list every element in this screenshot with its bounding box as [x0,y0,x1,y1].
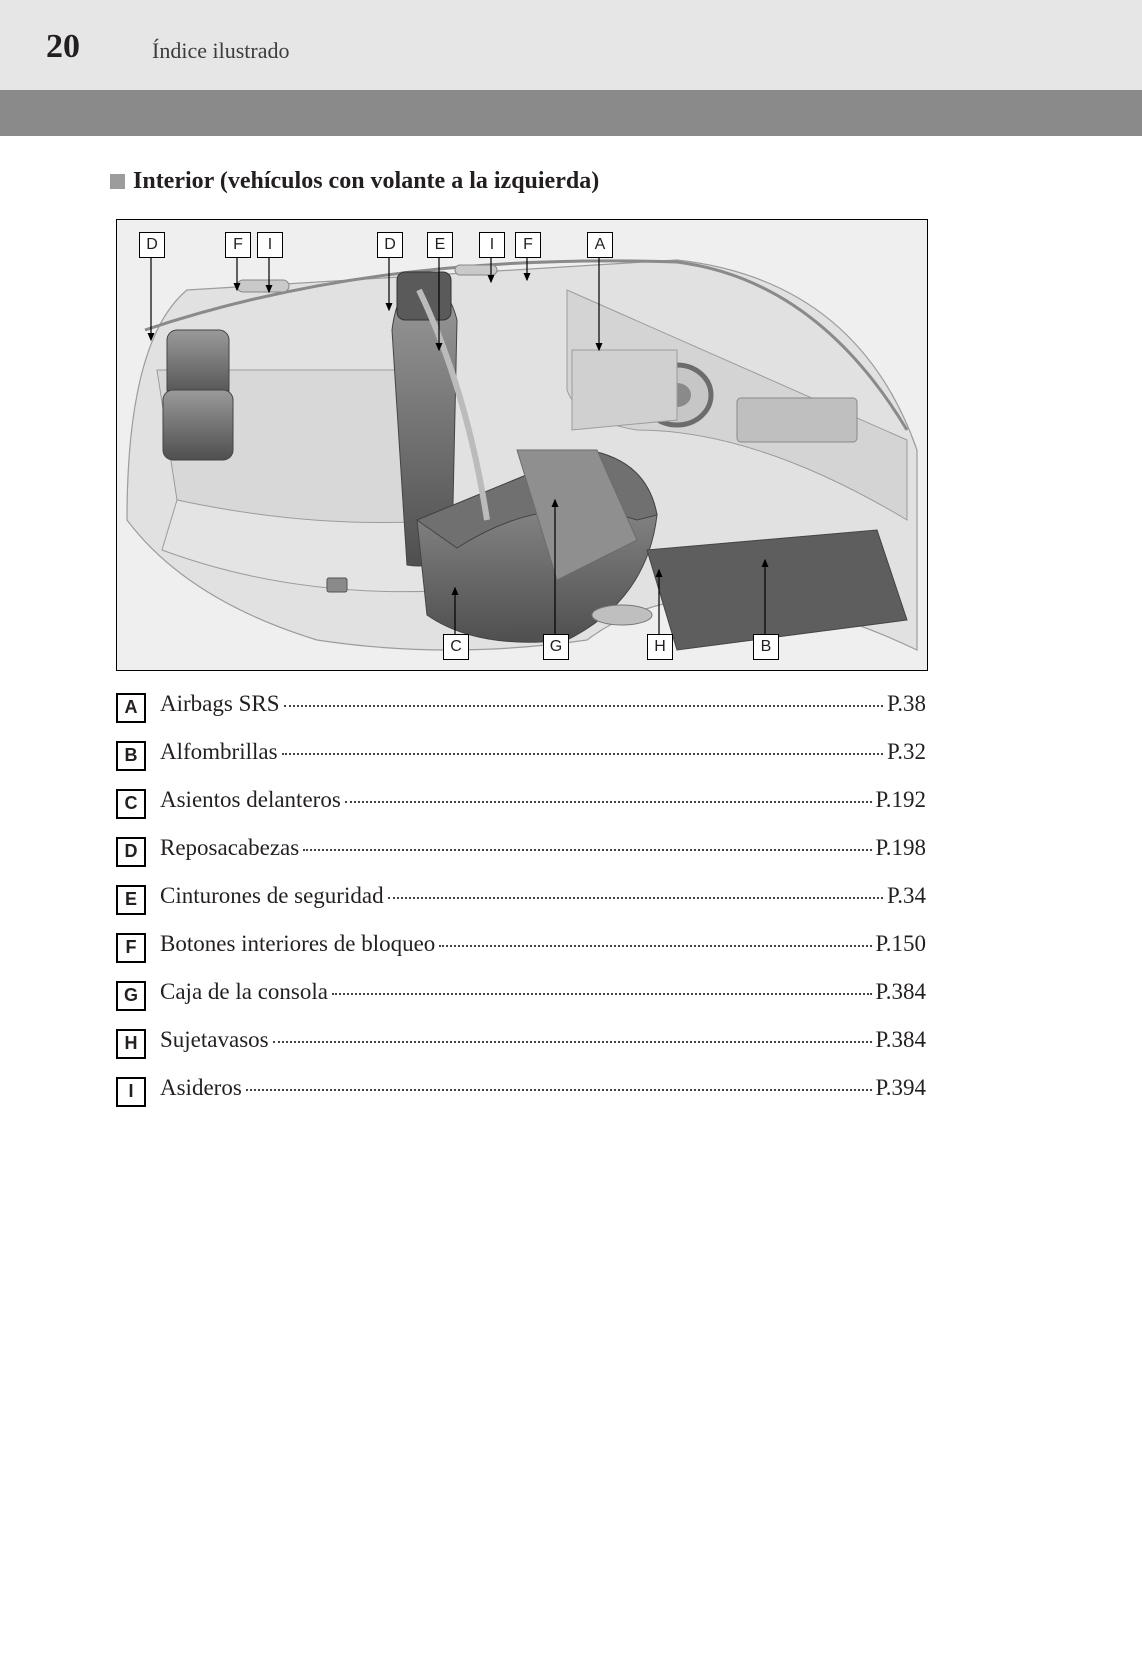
legend-page-ref[interactable]: P.384 [876,980,927,1003]
legend-label: Asideros [160,1076,242,1099]
legend-page-ref[interactable]: P.38 [887,692,926,715]
legend-label: Alfombrillas [160,740,278,763]
legend-row-i: I Asideros P.394 [116,1075,926,1105]
legend-label: Botones interiores de bloqueo [160,932,435,955]
legend-label: Airbags SRS [160,692,280,715]
leader-dots [273,1041,872,1043]
callout-h: H [647,634,673,660]
callout-g: G [543,634,569,660]
legend-key: I [116,1077,146,1107]
legend-label: Cinturones de seguridad [160,884,384,907]
legend-row-c: C Asientos delanteros P.192 [116,787,926,817]
legend-page-ref[interactable]: P.394 [876,1076,927,1099]
legend-key: C [116,789,146,819]
legend-label: Sujetavasos [160,1028,269,1051]
leader-dots [388,897,883,899]
legend-row-f: F Botones interiores de bloqueo P.150 [116,931,926,961]
legend-key: H [116,1029,146,1059]
legend-label: Asientos delanteros [160,788,341,811]
legend-page-ref[interactable]: P.150 [876,932,927,955]
callout-e: E [427,232,453,258]
legend-page-ref[interactable]: P.192 [876,788,927,811]
leader-dots [303,849,871,851]
callout-a: A [587,232,613,258]
page-number: 20 [46,28,80,66]
callout-f: F [515,232,541,258]
leader-dots [439,945,871,947]
grey-divider-bar [0,90,1142,136]
legend-row-d: D Reposacabezas P.198 [116,835,926,865]
legend-key: F [116,933,146,963]
leader-dots [332,993,872,995]
legend-label: Reposacabezas [160,836,299,859]
section-title: Interior (vehículos con volante a la izq… [110,168,1096,195]
legend-list: A Airbags SRS P.38 B Alfombrillas P.32 C Asient… [116,691,926,1105]
callout-f: F [225,232,251,258]
leader-dots [284,705,884,707]
legend-page-ref[interactable]: P.384 [876,1028,927,1051]
leader-dots [282,753,883,755]
callout-d: D [139,232,165,258]
callout-c: C [443,634,469,660]
leader-dots [345,801,872,803]
legend-key: E [116,885,146,915]
legend-row-g: G Caja de la consola P.384 [116,979,926,1009]
legend-row-b: B Alfombrillas P.32 [116,739,926,769]
section-title-text: Interior (vehículos con volante a la izq… [133,168,599,195]
legend-row-e: E Cinturones de seguridad P.34 [116,883,926,913]
leader-dots [246,1089,872,1091]
content-area: Interior (vehículos con volante a la izq… [110,160,1096,1123]
legend-page-ref[interactable]: P.198 [876,836,927,859]
legend-row-h: H Sujetavasos P.384 [116,1027,926,1057]
callout-i: I [257,232,283,258]
callout-i: I [479,232,505,258]
square-bullet-icon [110,174,125,189]
legend-key: D [116,837,146,867]
callout-b: B [753,634,779,660]
legend-key: G [116,981,146,1011]
illustration-box: DFIDEIFACGHB [116,219,928,671]
legend-key: A [116,693,146,723]
legend-key: B [116,741,146,771]
car-interior-svg [117,220,927,670]
running-head: Índice ilustrado [152,38,289,64]
legend-page-ref[interactable]: P.32 [887,740,926,763]
legend-page-ref[interactable]: P.34 [887,884,926,907]
page: 20 Índice ilustrado Interior (vehículos … [0,0,1142,1654]
legend-label: Caja de la consola [160,980,328,1003]
callout-d: D [377,232,403,258]
legend-row-a: A Airbags SRS P.38 [116,691,926,721]
